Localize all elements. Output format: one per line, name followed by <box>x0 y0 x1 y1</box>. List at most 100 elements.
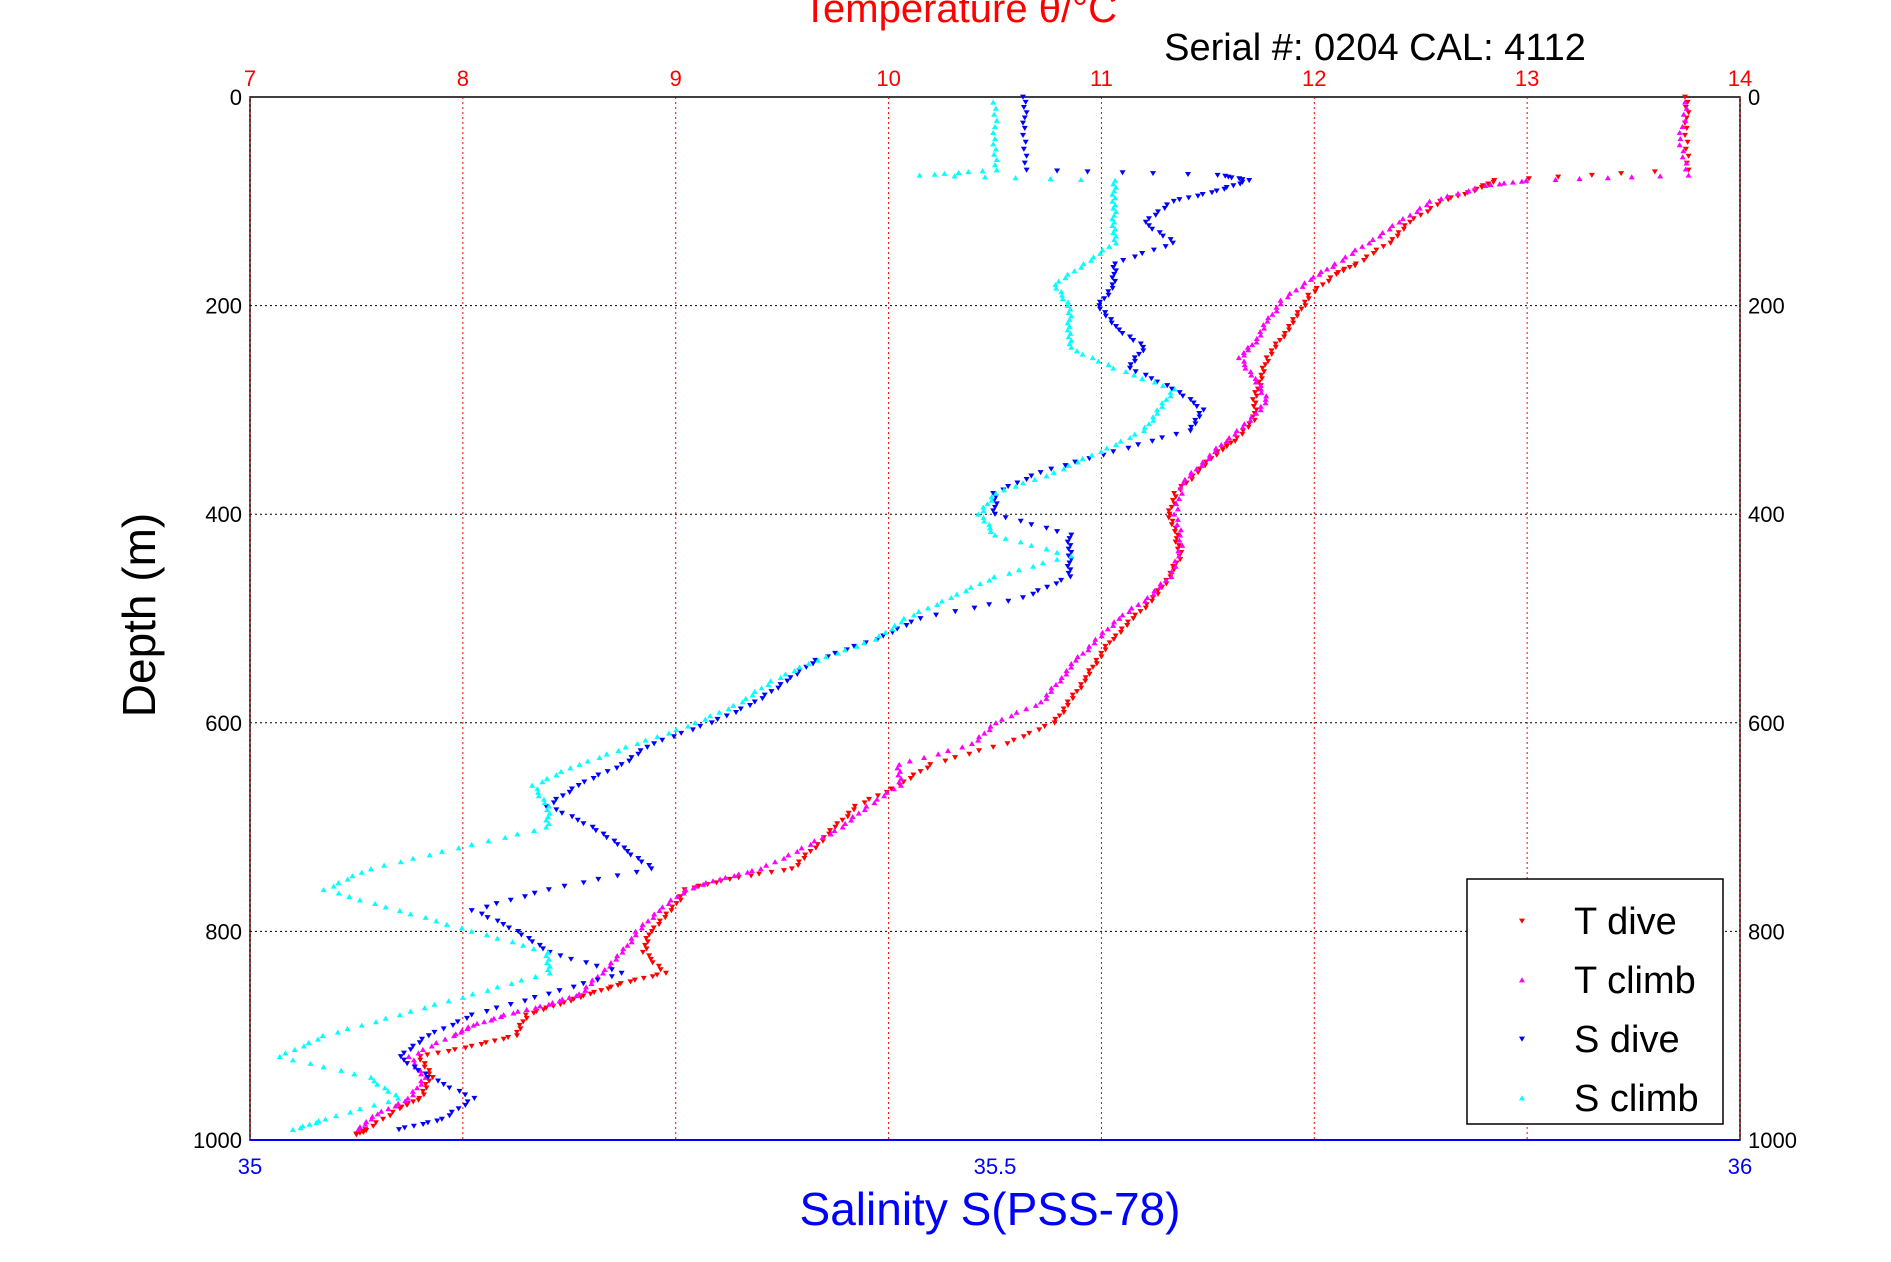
data-point <box>502 834 509 840</box>
data-point <box>1064 271 1071 277</box>
data-point <box>1576 176 1583 182</box>
data-point <box>1424 209 1431 215</box>
data-point <box>1676 142 1683 148</box>
data-point <box>518 932 525 938</box>
data-point <box>537 1003 544 1009</box>
data-point <box>967 584 974 590</box>
data-point <box>611 838 618 844</box>
data-point <box>553 807 560 813</box>
data-point <box>297 1125 304 1131</box>
data-point <box>992 105 999 111</box>
data-point <box>392 1092 399 1098</box>
data-point <box>1093 657 1100 663</box>
data-point <box>526 935 533 942</box>
data-point <box>1245 347 1252 353</box>
data-point <box>356 897 363 903</box>
depth-tick-label-right: 200 <box>1748 294 1785 319</box>
data-point <box>608 974 615 980</box>
data-point <box>993 167 1000 173</box>
data-point <box>382 1085 388 1091</box>
data-point <box>689 727 696 733</box>
data-point <box>462 1102 469 1108</box>
data-point <box>574 817 581 823</box>
data-point <box>1112 633 1119 639</box>
data-point <box>523 1015 530 1022</box>
data-point <box>633 869 640 875</box>
data-point <box>1682 146 1689 152</box>
data-point <box>1020 105 1027 111</box>
data-point <box>646 932 653 938</box>
data-point <box>842 647 849 653</box>
depth-tick-label-right: 1000 <box>1748 1128 1797 1153</box>
data-point <box>853 643 860 649</box>
data-point <box>1112 195 1119 201</box>
data-point <box>984 501 991 507</box>
data-point <box>1199 191 1206 198</box>
data-point <box>875 633 882 639</box>
data-point <box>491 1038 498 1044</box>
data-point <box>1447 195 1454 201</box>
data-point <box>1079 351 1086 357</box>
data-point <box>1113 209 1119 215</box>
data-point <box>934 601 941 607</box>
data-point <box>1167 389 1174 395</box>
data-point <box>861 807 868 813</box>
data-point <box>1187 473 1194 479</box>
data-point <box>990 141 997 147</box>
data-point <box>1171 529 1178 535</box>
data-point <box>614 873 621 879</box>
data-point <box>645 918 652 924</box>
data-point <box>1161 205 1168 211</box>
data-point <box>517 1026 524 1032</box>
data-point <box>545 820 552 827</box>
data-point <box>397 859 404 865</box>
data-point <box>1241 362 1248 368</box>
data-point <box>1113 441 1119 448</box>
data-point <box>654 972 661 978</box>
data-point <box>531 890 538 896</box>
data-point <box>1068 344 1075 350</box>
data-point <box>1111 212 1118 218</box>
data-point <box>834 821 841 827</box>
data-point <box>1298 306 1305 312</box>
data-point <box>663 911 670 917</box>
data-point <box>1060 466 1067 472</box>
data-point <box>1272 344 1279 351</box>
data-point <box>1141 428 1147 434</box>
data-point <box>448 1109 455 1115</box>
data-point <box>1151 587 1158 594</box>
data-point <box>987 723 994 729</box>
data-point <box>1174 532 1181 538</box>
data-point <box>872 636 879 642</box>
data-point <box>1090 254 1097 260</box>
data-point <box>535 793 542 799</box>
data-point <box>627 979 634 985</box>
data-point <box>468 908 475 914</box>
data-point <box>1140 348 1147 354</box>
data-point <box>819 834 826 840</box>
data-point <box>1174 506 1181 512</box>
data-point <box>417 1057 424 1063</box>
data-point <box>1067 330 1074 336</box>
data-point <box>404 1061 411 1067</box>
data-point <box>628 755 635 761</box>
data-point <box>1369 236 1376 242</box>
data-point <box>1105 362 1112 368</box>
data-point <box>618 970 625 976</box>
data-point <box>951 173 958 179</box>
data-point <box>1426 198 1433 204</box>
legend-marker <box>1519 1036 1525 1042</box>
data-point <box>521 894 528 900</box>
data-point <box>1072 459 1079 465</box>
data-point <box>1058 288 1065 295</box>
data-point <box>1247 368 1254 375</box>
data-point <box>881 793 888 799</box>
data-point <box>1105 292 1112 298</box>
data-point <box>553 796 560 802</box>
data-point <box>372 1019 379 1025</box>
legend-marker <box>1519 977 1525 983</box>
data-point <box>1096 299 1103 305</box>
data-point <box>1164 202 1171 208</box>
data-point <box>1065 309 1072 315</box>
data-point <box>410 1057 417 1063</box>
